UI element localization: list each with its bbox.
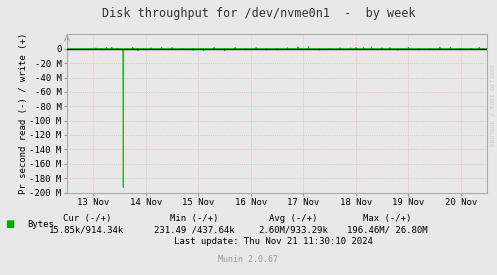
Text: ■: ■ [5,219,14,229]
Text: Max (-/+): Max (-/+) [363,214,412,223]
Text: Munin 2.0.67: Munin 2.0.67 [219,255,278,264]
Text: Last update: Thu Nov 21 11:30:10 2024: Last update: Thu Nov 21 11:30:10 2024 [174,238,373,246]
Text: Min (-/+): Min (-/+) [169,214,218,223]
Text: 231.49 /437.64k: 231.49 /437.64k [154,225,234,234]
Text: Disk throughput for /dev/nvme0n1  -  by week: Disk throughput for /dev/nvme0n1 - by we… [102,7,415,20]
Text: Cur (-/+): Cur (-/+) [63,214,111,223]
Text: Avg (-/+): Avg (-/+) [269,214,318,223]
Y-axis label: Pr second read (-) / write (+): Pr second read (-) / write (+) [19,33,28,194]
Text: 2.60M/933.29k: 2.60M/933.29k [258,225,328,234]
Text: 196.46M/ 26.80M: 196.46M/ 26.80M [347,225,428,234]
Text: Bytes: Bytes [27,220,54,229]
Text: RRDTOOL / TOBI OETIKER: RRDTOOL / TOBI OETIKER [491,63,496,146]
Text: 15.85k/914.34k: 15.85k/914.34k [49,225,125,234]
